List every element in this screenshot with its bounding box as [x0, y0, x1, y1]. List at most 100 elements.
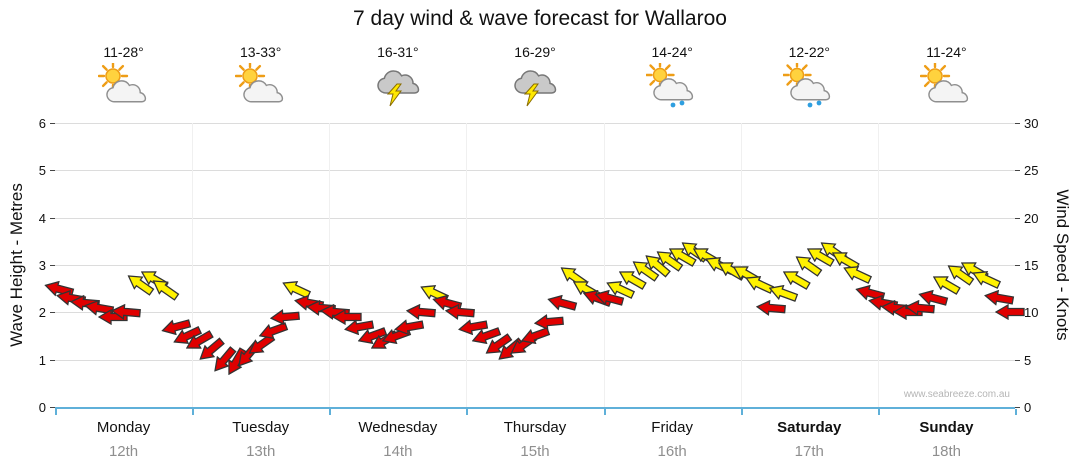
wind-arrow: [742, 270, 776, 297]
weather-icon-sun-cloud: [920, 60, 972, 109]
x-axis-tick: [55, 409, 57, 415]
wind-arrow: [905, 298, 936, 317]
x-axis-tick: [740, 409, 743, 415]
weather-icon-sun-cloud: [234, 60, 287, 109]
y-axis-value-left: 4: [38, 210, 46, 226]
x-axis-tick: [1015, 409, 1017, 415]
wind-arrow: [123, 269, 157, 299]
day-name: Sunday: [919, 419, 974, 436]
wind-arrow: [518, 323, 552, 348]
x-axis-tick: [329, 409, 332, 415]
day-separator: [192, 123, 194, 407]
y-axis-tick-left: [50, 312, 55, 314]
wind-arrow: [546, 291, 579, 314]
day-temp: 11-28°: [103, 44, 144, 60]
day-date: 12th: [108, 443, 139, 460]
day-name: Friday: [651, 419, 693, 436]
wind-arrow: [159, 315, 192, 338]
wind-arrow: [208, 343, 240, 376]
wind-arrow: [840, 261, 874, 288]
day-separator: [329, 123, 331, 407]
wind-arrow: [653, 245, 687, 275]
day-temp: 14-24°: [651, 44, 693, 60]
day-name: Wednesday: [358, 419, 438, 436]
day-temp: 12-22°: [788, 44, 830, 60]
y-axis-value-left: 3: [38, 258, 46, 273]
y-axis-value-right: 30: [1024, 116, 1039, 131]
wind-arrow: [83, 297, 115, 318]
y-axis-tick-left: [50, 359, 55, 361]
weather-icon-sun-cloud-rain: [645, 60, 698, 109]
day-date: 16th: [657, 443, 687, 460]
wind-arrow: [603, 275, 637, 302]
gridline: [55, 170, 1015, 172]
gridline: [55, 123, 1015, 124]
wind-arrow: [929, 269, 963, 298]
gridline: [55, 265, 1015, 266]
wind-arrow: [444, 303, 475, 322]
y-axis-value-left: 5: [38, 163, 46, 179]
y-axis-value-right: 20: [1024, 210, 1039, 226]
y-axis-value-right: 0: [1024, 400, 1032, 415]
wind-arrow: [779, 265, 813, 294]
wind-arrow: [766, 281, 800, 306]
wind-arrow: [755, 298, 786, 317]
wind-arrow: [148, 273, 182, 303]
wind-arrow: [969, 266, 1003, 293]
day-temp: 16-29°: [514, 44, 556, 60]
y-axis-tick-left: [50, 265, 55, 266]
y-axis-tick-right: [1015, 217, 1020, 219]
wind-arrow: [533, 313, 564, 332]
y-axis-tick-left: [50, 170, 55, 172]
wind-arrow: [279, 275, 313, 302]
wind-arrow: [355, 323, 389, 348]
x-axis-tick: [603, 409, 606, 415]
wind-arrow: [916, 287, 949, 310]
day-separator: [740, 123, 742, 407]
day-temp: 11-24°: [926, 44, 967, 60]
y-axis-value-left: 1: [38, 352, 46, 368]
day-date: 13th: [246, 443, 276, 460]
wind-arrow: [791, 250, 825, 280]
y-axis-tick-right: [1015, 170, 1020, 172]
y-axis-value-right: 15: [1024, 258, 1039, 273]
day-date: 18th: [931, 443, 962, 460]
day-name: Monday: [96, 419, 151, 436]
day-separator: [877, 123, 879, 407]
y-axis-value-left: 6: [38, 116, 46, 131]
day-date: 14th: [383, 443, 413, 460]
gridline: [55, 217, 1015, 219]
y-axis-tick-left: [50, 123, 55, 124]
gridline: [55, 312, 1015, 314]
day-name: Saturday: [777, 419, 842, 436]
day-date: 15th: [520, 443, 550, 460]
right-axis-label: Wind Speed - Knots: [1053, 189, 1072, 341]
y-axis-value-left: 2: [38, 305, 46, 321]
wind-arrow: [592, 287, 625, 310]
day-separator: [466, 123, 468, 407]
wind-arrow: [343, 316, 375, 337]
day-temp: 13-33°: [240, 44, 282, 60]
wind-arrow: [640, 249, 673, 281]
weather-icon-storm: [509, 63, 561, 109]
x-axis-tick: [877, 409, 880, 415]
wind-arrow: [828, 246, 862, 275]
wind-arrow: [182, 326, 216, 355]
y-axis-tick-right: [1015, 265, 1020, 266]
weather-icon-storm: [372, 63, 424, 109]
wind-arrow: [457, 316, 489, 337]
y-axis-value-right: 25: [1024, 163, 1039, 179]
wind-arrow: [469, 323, 503, 348]
y-axis-value-left: 0: [38, 400, 46, 415]
wind-arrow: [628, 255, 662, 285]
day-name: Thursday: [503, 419, 567, 436]
weather-icon-sun-cloud: [97, 60, 150, 109]
x-axis-line: [55, 407, 1015, 409]
y-axis-tick-right: [1015, 407, 1020, 408]
y-axis-value-right: 5: [1024, 352, 1032, 368]
day-separator: [603, 123, 605, 407]
wind-arrow: [994, 304, 1025, 321]
y-axis-tick-left: [50, 217, 55, 219]
watermark: www.seabreeze.com.au: [903, 389, 1010, 400]
